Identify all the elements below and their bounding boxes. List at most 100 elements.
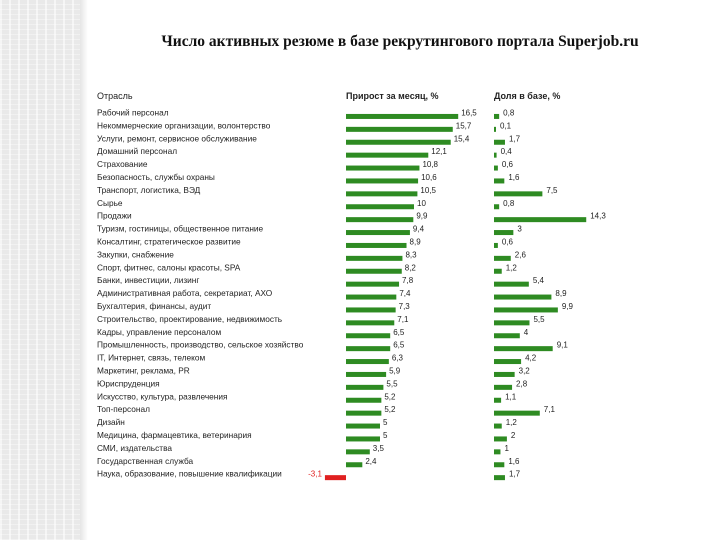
growth-bar: [346, 359, 389, 365]
growth-bar: [346, 165, 420, 171]
category-label: Строительство, проектирование, недвижимо…: [97, 314, 282, 324]
growth-value-label: 5: [383, 431, 388, 440]
growth-value-label: 7,1: [397, 315, 409, 324]
category-label: Административная работа, секретариат, АХ…: [97, 288, 273, 298]
share-bar: [494, 113, 500, 119]
share-value-label: 14,3: [590, 212, 606, 221]
growth-value-label: 9,9: [416, 212, 428, 221]
category-label: IT, Интернет, связь, телеком: [97, 353, 205, 363]
growth-bar: [346, 294, 397, 300]
category-label: Страхование: [97, 159, 148, 169]
share-bar: [494, 436, 507, 442]
category-label: Домашний персонал: [97, 146, 177, 156]
share-value-label: 5,5: [533, 315, 545, 324]
growth-value-label: 16,5: [461, 108, 477, 117]
growth-value-label: 8,3: [405, 250, 417, 259]
growth-bar: [346, 281, 400, 287]
growth-bar: [346, 397, 382, 403]
share-bar: [494, 139, 505, 145]
category-label: Юриспруденция: [97, 378, 160, 388]
growth-value-label: 6,5: [393, 328, 405, 337]
share-value-label: 0,6: [502, 237, 514, 246]
category-label: СМИ, издательства: [97, 443, 172, 453]
share-bar: [494, 242, 498, 248]
share-value-label: 3: [517, 225, 522, 234]
share-bar: [494, 230, 514, 236]
category-label: Услуги, ремонт, сервисное обслуживание: [97, 133, 257, 143]
category-label: Рабочий персонал: [97, 107, 169, 117]
slide-title: Число активных резюме в базе рекрутингов…: [161, 33, 639, 50]
share-bar: [494, 410, 540, 416]
category-label: Закупки, снабжение: [97, 249, 174, 259]
share-bar: [494, 475, 505, 481]
growth-bar: [346, 191, 418, 197]
growth-bar: [346, 320, 395, 326]
growth-bar: [346, 410, 382, 416]
growth-bar: [346, 436, 380, 442]
growth-value-label: 7,3: [399, 302, 411, 311]
share-bar: [494, 204, 500, 210]
share-value-label: 1,6: [508, 173, 520, 182]
growth-bar: [346, 113, 459, 119]
share-bar: [494, 126, 496, 132]
slide-sidebar-decoration: [0, 0, 80, 540]
growth-bar-negative: [324, 475, 346, 481]
share-bar: [494, 268, 502, 274]
growth-bar: [346, 268, 402, 274]
share-value-label: 1,2: [506, 263, 518, 272]
share-bar: [494, 449, 501, 455]
growth-bar: [346, 307, 396, 313]
growth-value-label: 5: [383, 418, 388, 427]
growth-value-label: 10,5: [420, 186, 436, 195]
sidebar-shadow: [80, 0, 88, 540]
growth-bar: [346, 371, 387, 377]
growth-bar: [346, 449, 370, 455]
growth-value-label: 10: [417, 199, 426, 208]
category-label: Искусство, культура, развлечения: [97, 391, 228, 401]
share-value-label: 1,7: [509, 134, 521, 143]
growth-value-label: 12,1: [431, 147, 447, 156]
share-bar: [494, 255, 511, 261]
share-value-label: 2: [511, 431, 516, 440]
share-bar: [494, 397, 502, 403]
share-value-label: 7,1: [544, 405, 556, 414]
growth-value-label: 7,8: [402, 276, 414, 285]
category-label: Медицина, фармацевтика, ветеринария: [97, 430, 252, 440]
growth-bar: [346, 230, 410, 236]
growth-bar: [346, 384, 384, 390]
category-label: Кадры, управление персоналом: [97, 327, 221, 337]
growth-bar: [346, 333, 391, 339]
share-value-label: 1,2: [506, 418, 518, 427]
growth-value-label: 5,2: [384, 405, 396, 414]
growth-value-label: 5,2: [384, 392, 396, 401]
share-value-label: 7,5: [546, 186, 558, 195]
category-label: Безопасность, службы охраны: [97, 172, 215, 182]
growth-value-label: 10,6: [421, 173, 437, 182]
share-bar: [494, 423, 502, 429]
share-value-label: 9,9: [562, 302, 574, 311]
share-column-header: Доля в базе, %: [494, 91, 560, 101]
growth-value-label: 3,5: [373, 444, 385, 453]
share-value-label: 2,6: [515, 250, 527, 259]
share-bar: [494, 178, 505, 184]
share-bar: [494, 333, 520, 339]
share-bar: [494, 462, 505, 468]
category-label: Транспорт, логистика, ВЭД: [97, 185, 201, 195]
share-value-label: 0,8: [503, 199, 515, 208]
category-label: Бухгалтерия, финансы, аудит: [97, 301, 211, 311]
share-value-label: 0,6: [502, 160, 514, 169]
share-value-label: 1,6: [508, 457, 520, 466]
share-bar: [494, 152, 497, 158]
share-bar: [494, 217, 587, 223]
share-value-label: 4: [524, 328, 529, 337]
share-value-label: 0,4: [501, 147, 513, 156]
growth-column-header: Прирост за месяц, %: [346, 91, 439, 101]
share-bar: [494, 165, 498, 171]
share-bar: [494, 307, 558, 313]
share-bar: [494, 384, 513, 390]
share-bar: [494, 281, 529, 287]
share-value-label: 4,2: [525, 354, 537, 363]
category-label: Банки, инвестиции, лизинг: [97, 275, 199, 285]
